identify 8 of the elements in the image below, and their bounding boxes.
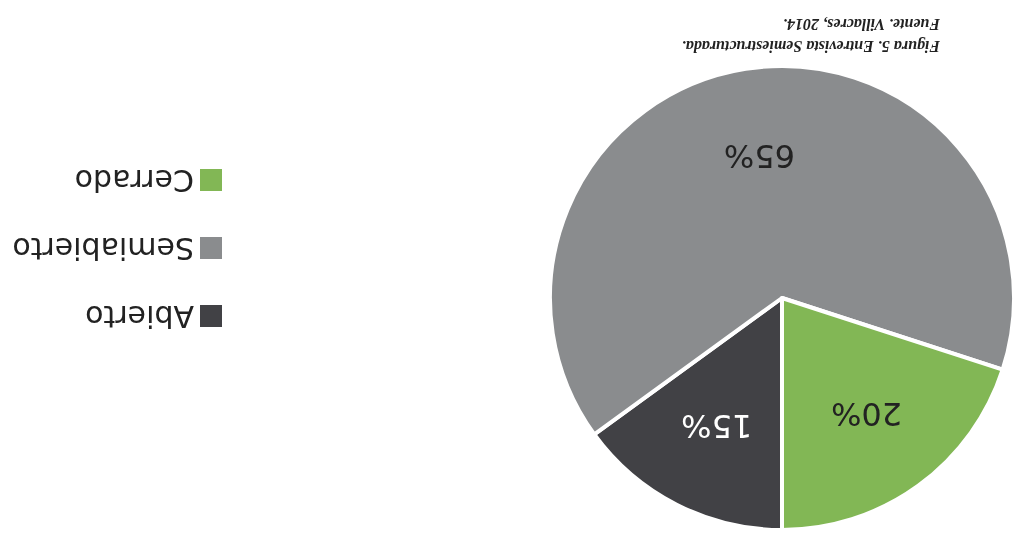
data-label: 20% [830, 395, 903, 434]
data-label: 15% [681, 407, 753, 446]
data-label: 65% [723, 136, 796, 175]
legend-label: Semiabierto [12, 230, 194, 266]
legend-label: Cerrado [74, 162, 194, 198]
text: Figura 5. Entrevista Semiestructurada. [681, 37, 941, 55]
source-note: Fuente. Villacres, 2014. [783, 16, 941, 33]
legend-label: Abierto [85, 298, 194, 334]
